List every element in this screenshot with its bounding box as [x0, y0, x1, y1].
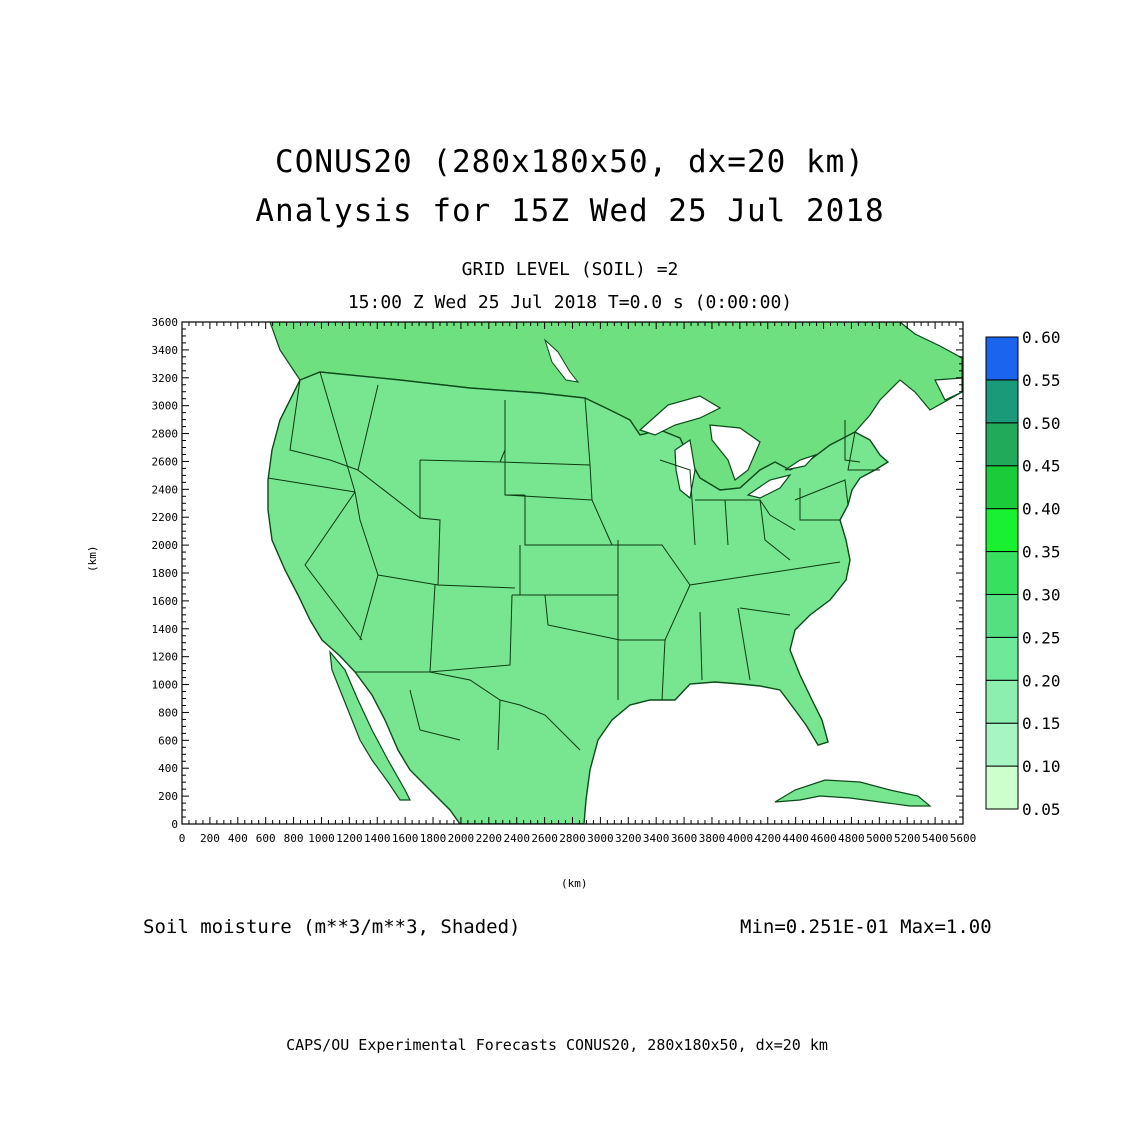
credits-line: CAPS/OU Experimental Forecasts CONUS20, …: [0, 1036, 1114, 1054]
y-tick-label: 2200: [152, 511, 179, 524]
y-tick-label: 600: [158, 734, 178, 747]
y-tick-label: 3400: [152, 344, 179, 357]
colorbar: 0.05 0.10 0.15 0.20 0.25 0.30 0.35 0.40 0.45 0.50…: [986, 328, 1061, 819]
colorbar-swatch: [986, 423, 1018, 466]
field-description: Soil moisture (m**3/m**3, Shaded): [143, 916, 521, 938]
colorbar-label: 0.40: [1022, 500, 1061, 519]
y-tick-label: 1200: [152, 651, 179, 664]
x-tick-label: 0: [179, 832, 186, 845]
y-tick-label: 3600: [152, 316, 179, 329]
x-tick-label: 5600: [950, 832, 977, 845]
x-tick-label: 5000: [866, 832, 893, 845]
colorbar-swatch: [986, 552, 1018, 595]
y-tick-label: 1400: [152, 623, 179, 636]
colorbar-swatch: [986, 509, 1018, 552]
x-tick-label: 4000: [727, 832, 754, 845]
y-tick-label: 3000: [152, 400, 179, 413]
colorbar-label: 0.20: [1022, 671, 1061, 690]
map-plot-area: [268, 322, 962, 824]
x-tick-label: 400: [228, 832, 248, 845]
colorbar-label: 0.10: [1022, 757, 1061, 776]
colorbar-label: 0.05: [1022, 800, 1061, 819]
x-tick-label: 3200: [615, 832, 642, 845]
x-tick-label: 1400: [364, 832, 391, 845]
colorbar-label: 0.35: [1022, 543, 1061, 562]
y-tick-label: 2000: [152, 539, 179, 552]
colorbar-swatch: [986, 466, 1018, 509]
x-tick-label: 4200: [755, 832, 782, 845]
x-tick-label: 4400: [782, 832, 809, 845]
y-tick-label: 2600: [152, 455, 179, 468]
x-tick-label: 3800: [699, 832, 726, 845]
colorbar-swatch: [986, 337, 1018, 380]
x-tick-label: 5400: [922, 832, 949, 845]
x-tick-label: 1800: [420, 832, 447, 845]
x-tick-label: 800: [284, 832, 304, 845]
x-tick-label: 4600: [810, 832, 837, 845]
colorbar-swatch: [986, 380, 1018, 423]
colorbar-label: 0.25: [1022, 628, 1061, 647]
x-tick-label: 1600: [392, 832, 419, 845]
colorbar-label: 0.30: [1022, 585, 1061, 604]
colorbar-label: 0.50: [1022, 414, 1061, 433]
x-tick-label: 2200: [476, 832, 503, 845]
y-tick-label: 3200: [152, 372, 179, 385]
y-axis-label: (km): [86, 546, 99, 573]
x-tick-label: 1000: [308, 832, 335, 845]
y-tick-label: 0: [171, 818, 178, 831]
y-tick-label: 1600: [152, 595, 179, 608]
colorbar-label: 0.15: [1022, 714, 1061, 733]
y-tick-label: 200: [158, 790, 178, 803]
land-cuba: [775, 780, 930, 806]
y-tick-label: 400: [158, 762, 178, 775]
x-tick-label: 3000: [587, 832, 614, 845]
x-tick-label: 4800: [838, 832, 865, 845]
y-tick-label: 2400: [152, 483, 179, 496]
x-tick-label: 5200: [894, 832, 921, 845]
x-tick-label: 2000: [448, 832, 475, 845]
colorbar-swatch: [986, 594, 1018, 637]
x-tick-label: 200: [200, 832, 220, 845]
colorbar-swatch: [986, 766, 1018, 809]
y-tick-label: 2800: [152, 428, 179, 441]
colorbar-swatch: [986, 637, 1018, 680]
y-tick-label: 1000: [152, 679, 179, 692]
x-tick-label: 2400: [503, 832, 530, 845]
x-tick-label: 3400: [643, 832, 670, 845]
field-stats: Min=0.251E-01 Max=1.00: [740, 916, 992, 938]
colorbar-label: 0.45: [1022, 457, 1061, 476]
x-tick-label: 1200: [336, 832, 363, 845]
x-tick-label: 2800: [559, 832, 586, 845]
colorbar-swatch: [986, 723, 1018, 766]
x-tick-label: 2600: [531, 832, 558, 845]
colorbar-swatch: [986, 680, 1018, 723]
colorbar-label: 0.55: [1022, 371, 1061, 390]
y-tick-label: 800: [158, 706, 178, 719]
colorbar-label: 0.60: [1022, 328, 1061, 347]
y-tick-label: 1800: [152, 567, 179, 580]
x-axis-label: (km): [561, 877, 588, 890]
x-tick-label: 3600: [671, 832, 698, 845]
x-tick-label: 600: [256, 832, 276, 845]
